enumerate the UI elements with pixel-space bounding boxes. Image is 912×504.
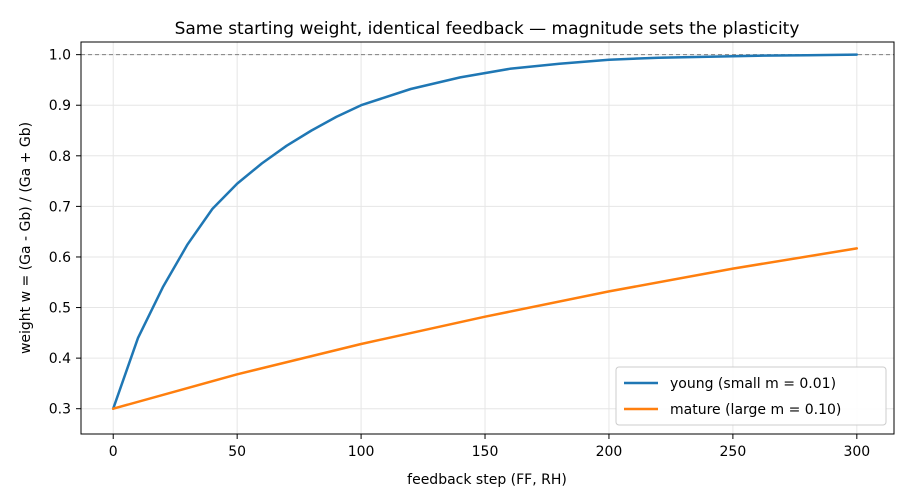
x-tick-label: 250	[720, 444, 747, 460]
series-group	[111, 53, 859, 410]
y-tick-label: 0.9	[49, 98, 71, 114]
legend-entry-mature: mature (large m = 0.10)	[670, 402, 841, 418]
legend-entry-young: young (small m = 0.01)	[670, 376, 836, 392]
y-tick-label: 0.5	[49, 301, 71, 317]
x-tick-label: 100	[348, 444, 375, 460]
y-tick-label: 0.3	[49, 402, 71, 418]
y-tick-label: 0.4	[49, 351, 71, 367]
series-line-mature	[111, 247, 859, 410]
plot-frame	[80, 41, 895, 435]
legend: young (small m = 0.01) mature (large m =…	[615, 366, 887, 426]
y-tick-label: 1.0	[49, 48, 71, 64]
x-tick-label: 150	[472, 444, 499, 460]
x-tick-label: 0	[109, 444, 118, 460]
y-axis-ticks: 0.3 0.4 0.5 0.6 0.7 0.8 0.9 1.0	[49, 48, 81, 418]
x-axis-label: feedback step (FF, RH)	[407, 472, 567, 488]
chart-title: Same starting weight, identical feedback…	[175, 19, 800, 39]
x-tick-label: 200	[596, 444, 623, 460]
x-axis-ticks: 0 50 100 150 200 250 300	[109, 434, 870, 460]
y-tick-label: 0.8	[49, 149, 71, 165]
legend-box	[615, 366, 887, 426]
y-tick-label: 0.6	[49, 250, 71, 266]
series-line-young	[111, 53, 859, 410]
x-tick-label: 50	[228, 444, 246, 460]
y-axis-label: weight w = (Ga - Gb) / (Ga + Gb)	[18, 122, 34, 354]
y-tick-label: 0.7	[49, 199, 71, 215]
x-tick-label: 300	[843, 444, 870, 460]
